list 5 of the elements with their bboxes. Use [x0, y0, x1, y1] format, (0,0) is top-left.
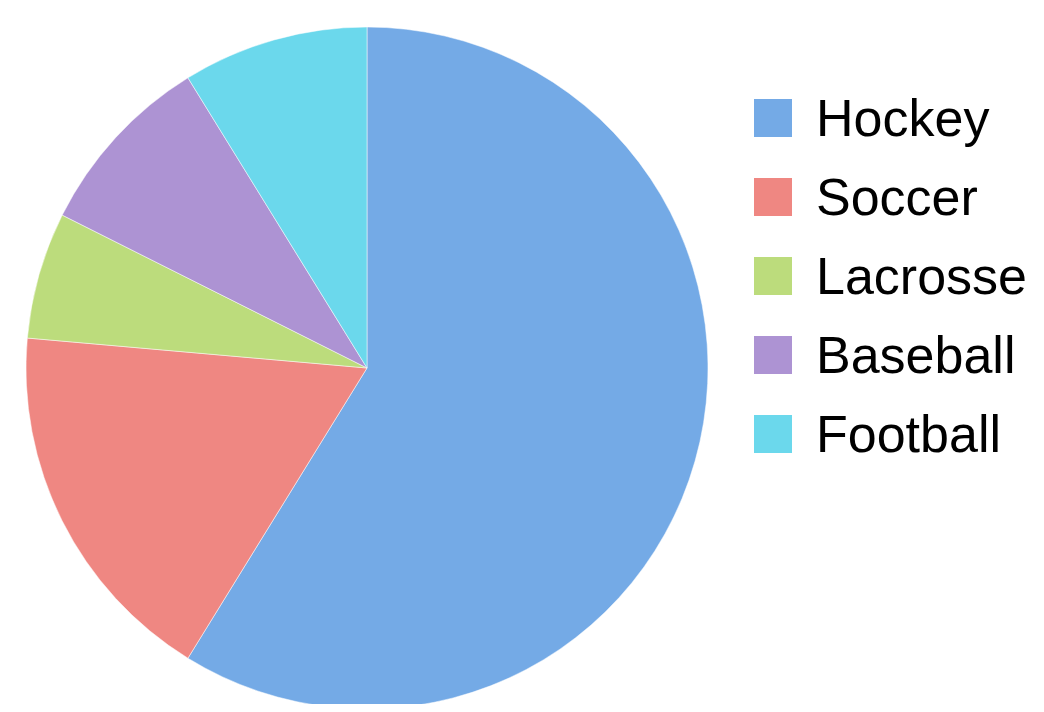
legend-label: Soccer: [816, 168, 978, 226]
legend-label: Lacrosse: [816, 247, 1027, 305]
legend-label: Football: [816, 405, 1001, 463]
legend-label: Hockey: [816, 89, 990, 147]
legend-label: Baseball: [816, 326, 1016, 384]
